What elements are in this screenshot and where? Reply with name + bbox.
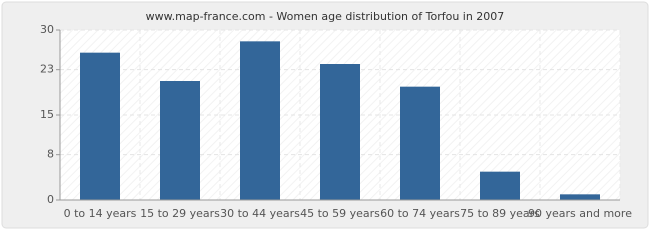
y-tick-label: 15: [40, 108, 54, 121]
x-tick-label: 75 to 89 years: [460, 207, 540, 220]
x-tick-label: 90 years and more: [528, 207, 632, 220]
x-tick-label: 30 to 44 years: [220, 207, 300, 220]
bar: [160, 81, 200, 200]
chart-title: www.map-france.com - Women age distribut…: [146, 10, 505, 23]
x-tick-label: 15 to 29 years: [140, 207, 220, 220]
y-tick-label: 8: [47, 148, 54, 161]
chart: www.map-france.com - Women age distribut…: [1, 1, 649, 229]
bar: [320, 64, 360, 200]
x-tick-label: 0 to 14 years: [64, 207, 137, 220]
bar: [480, 171, 520, 200]
bar: [560, 194, 600, 200]
bar: [240, 41, 280, 201]
y-tick-label: 30: [40, 23, 54, 36]
bar: [400, 86, 440, 200]
x-tick-label: 45 to 59 years: [300, 207, 380, 220]
y-tick-label: 23: [40, 63, 54, 76]
y-tick-label: 0: [47, 193, 54, 206]
x-tick-label: 60 to 74 years: [380, 207, 460, 220]
bar: [80, 52, 120, 200]
